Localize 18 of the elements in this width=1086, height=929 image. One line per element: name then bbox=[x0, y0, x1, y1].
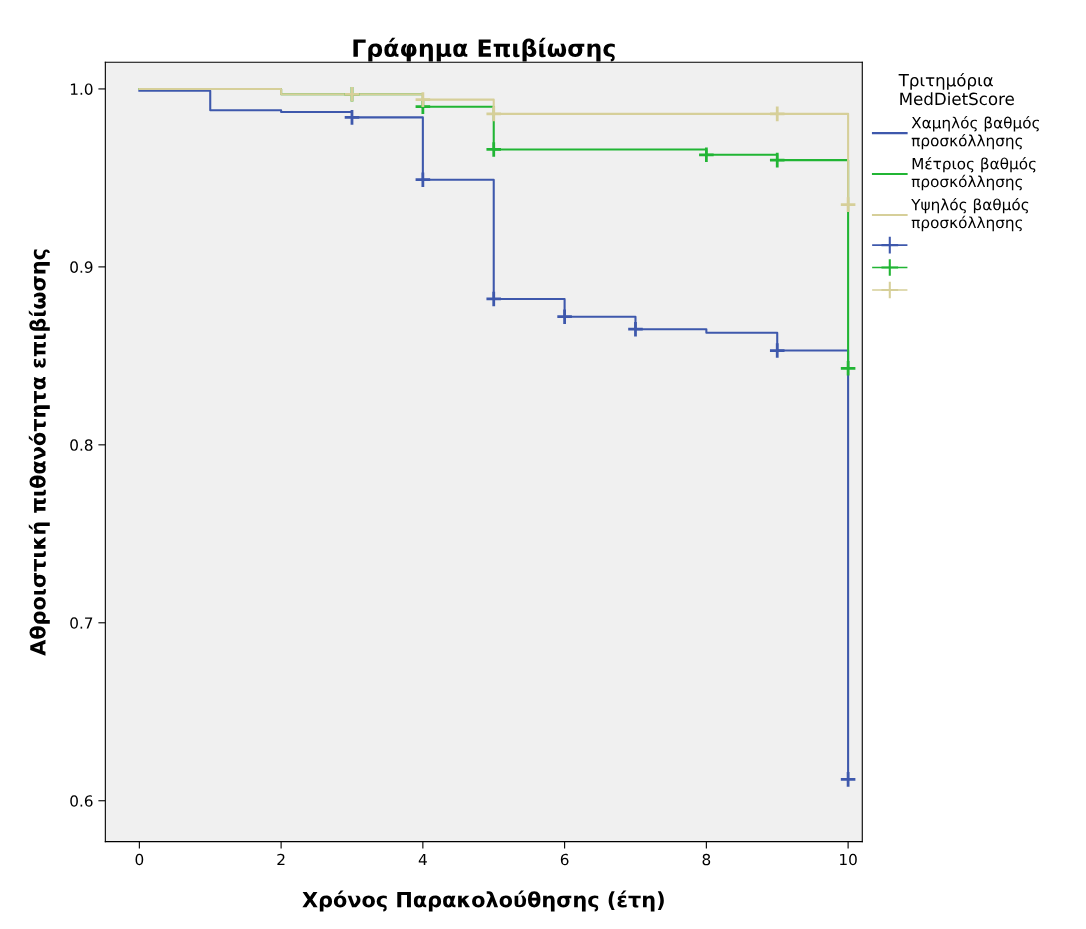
x-tick-label: 0 bbox=[135, 853, 144, 866]
y-tick-label: 0.6 bbox=[70, 795, 93, 807]
y-tick-label: 1.0 bbox=[70, 83, 93, 95]
x-tick-label: 8 bbox=[702, 853, 711, 866]
x-tick-label: 4 bbox=[418, 853, 427, 866]
legend-title: Τριτημόρια MedDietScore bbox=[898, 72, 1014, 106]
chart-title: Γράφημα Επιβίωσης bbox=[353, 37, 615, 62]
y-axis-title: Αθροιστική πιθανότητα επιβίωσης bbox=[28, 249, 50, 656]
legend-label: Υψηλός βαθμός προσκόλλησης bbox=[911, 197, 1029, 232]
y-tick-label: 0.7 bbox=[70, 617, 93, 629]
x-axis-title: Χρόνος Παρακολούθησης (έτη) bbox=[302, 890, 664, 912]
x-tick-label: 2 bbox=[277, 853, 285, 866]
y-tick-label: 0.8 bbox=[70, 439, 93, 451]
x-tick-label: 10 bbox=[840, 853, 857, 866]
x-tick-label: 6 bbox=[560, 853, 569, 866]
legend-label: Χαμηλός βαθμός προσκόλλησης bbox=[911, 116, 1040, 150]
legend-label: Μέτριος βαθμός προσκόλλησης bbox=[911, 156, 1036, 191]
y-tick-label: 0.9 bbox=[70, 261, 93, 273]
